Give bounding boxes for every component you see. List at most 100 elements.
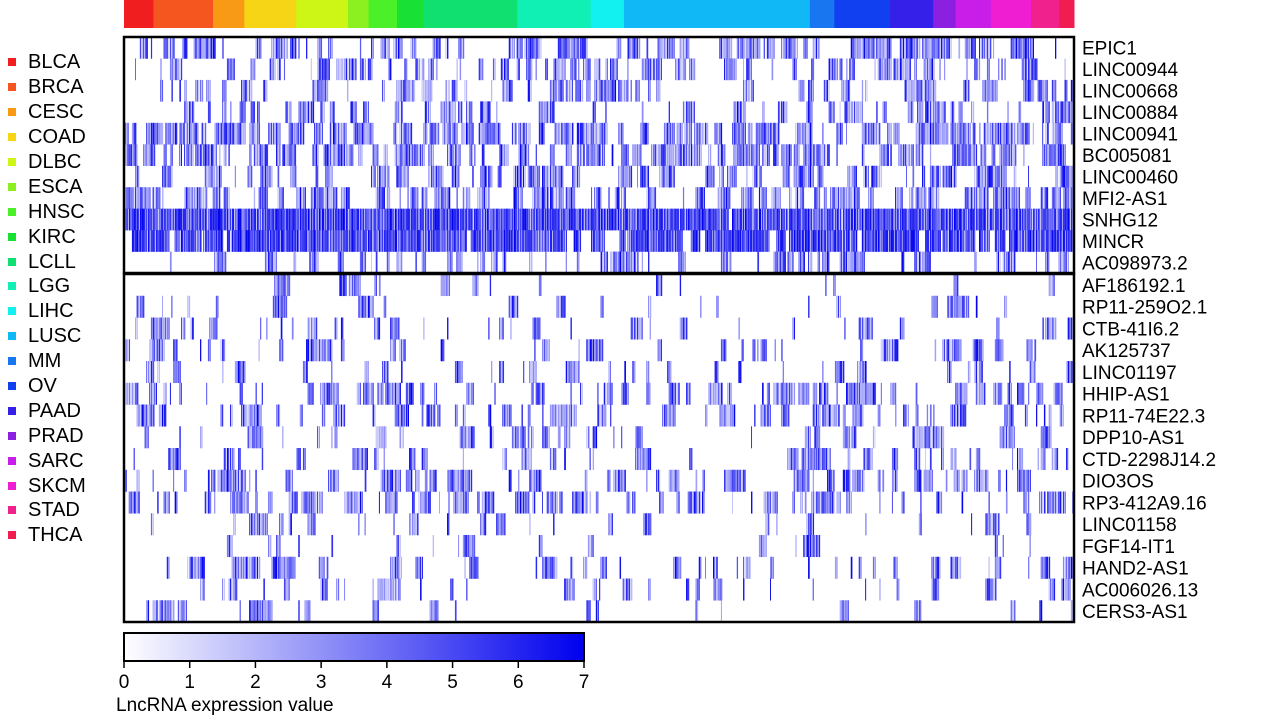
heatmap-cell [219,122,221,145]
heatmap-cell [986,101,989,124]
heatmap-cell [195,79,197,102]
heatmap-cell [1028,208,1030,231]
heatmap-cell [367,295,370,318]
heatmap-cell [247,230,250,252]
heatmap-cell [948,361,951,384]
heatmap-cell [272,208,274,231]
heatmap-cell [399,165,401,188]
heatmap-cell [1034,361,1036,384]
heatmap-cell [782,230,784,252]
heatmap-cell [838,122,840,145]
heatmap-cell [570,361,572,384]
heatmap-cell [556,404,558,427]
heatmap-cell [534,339,536,362]
heatmap-cell [382,37,384,59]
heatmap-cell [483,122,486,145]
heatmap-cell [291,469,293,492]
heatmap-cell [491,230,493,252]
heatmap-cell [282,37,284,59]
heatmap-cell [844,187,846,209]
heatmap-cell [283,58,286,81]
heatmap-row-snhg12 [124,208,1075,231]
heatmap-cell [724,404,726,427]
heatmap-cell [746,230,748,252]
heatmap-cell [513,122,515,145]
heatmap-cell [257,208,259,231]
heatmap-cell [326,165,328,188]
heatmap-cell [1029,187,1031,209]
heatmap-cell [325,230,327,252]
heatmap-cell [752,144,755,167]
heatmap-cell [627,230,629,252]
heatmap-cell [717,122,719,145]
heatmap-cell [575,230,577,252]
heatmap-cell [169,58,171,81]
heatmap-cell [836,230,838,252]
heatmap-cell [827,208,829,231]
heatmap-cell [543,208,545,231]
heatmap-cell [481,230,483,252]
heatmap-cell [325,187,327,209]
heatmap-cell [904,37,907,59]
heatmap-cell [619,122,621,145]
heatmap-cell [757,144,759,167]
heatmap-cell [187,144,190,167]
heatmap-cell [345,122,347,145]
heatmap-cell [502,317,504,340]
heatmap-cell [1059,230,1061,252]
heatmap-cell [586,144,588,167]
heatmap-cell [595,230,597,252]
heatmap-cell [459,58,462,81]
heatmap-cell [994,165,997,188]
heatmap-cell [724,230,726,252]
heatmap-cell [448,101,450,124]
heatmap-cell [815,144,818,167]
heatmap-cell [488,317,490,340]
heatmap-cell [291,122,293,145]
heatmap-cell [397,79,399,102]
heatmap-cell [188,144,190,167]
heatmap-cell [152,208,154,231]
heatmap-cell [648,58,650,81]
heatmap-cell [390,58,392,81]
heatmap-cell [454,144,457,167]
heatmap-cell [505,58,507,81]
heatmap-cell [891,339,893,362]
heatmap-cell [532,469,534,492]
heatmap-cell [944,122,946,145]
heatmap-cell [293,208,295,231]
heatmap-cell [641,58,644,81]
heatmap-cell [1001,208,1003,231]
heatmap-cell [393,208,395,231]
heatmap-cell [556,79,558,102]
heatmap-cell [410,448,412,471]
heatmap-cell [348,58,350,81]
heatmap-cell [982,165,984,188]
heatmap-cell [347,144,349,167]
heatmap-cell [947,122,949,145]
heatmap-cell [625,208,628,231]
heatmap-cell [925,79,927,102]
heatmap-cell [448,122,450,145]
heatmap-cell [754,165,756,188]
heatmap-cell [999,339,1002,362]
heatmap-cell [1005,404,1008,427]
heatmap-cell [914,251,916,274]
heatmap-cell [157,208,159,231]
heatmap-cell [868,37,870,59]
heatmap-cell [285,274,287,297]
heatmap-cell [535,37,538,59]
heatmap-cell [485,101,487,124]
heatmap-cell [1023,122,1025,145]
heatmap-cell [1015,230,1018,252]
heatmap-cell [670,37,672,59]
heatmap-cell [621,382,623,405]
heatmap-cell [801,79,803,102]
heatmap-cell [747,144,750,167]
heatmap-cell [546,101,548,124]
heatmap-cell [559,37,561,59]
heatmap-cell [366,295,368,318]
heatmap-cell [556,187,558,209]
heatmap-cell [320,339,322,362]
heatmap-cell [486,187,488,209]
